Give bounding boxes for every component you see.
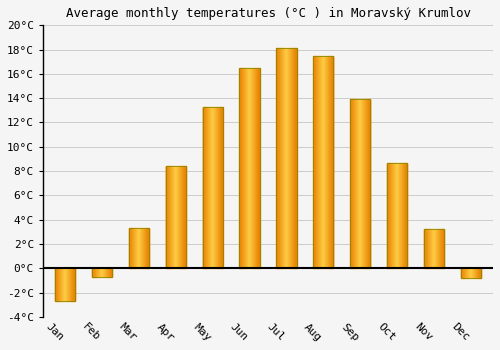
Bar bbox=[202, 107, 223, 268]
Bar bbox=[92, 268, 112, 277]
Bar bbox=[350, 99, 370, 268]
Bar bbox=[240, 68, 260, 268]
Bar bbox=[55, 268, 76, 301]
Bar bbox=[461, 268, 481, 278]
Bar bbox=[166, 166, 186, 268]
Bar bbox=[387, 162, 407, 268]
Bar bbox=[313, 56, 334, 268]
Bar bbox=[276, 48, 296, 268]
Bar bbox=[424, 229, 444, 268]
Bar bbox=[128, 228, 149, 268]
Title: Average monthly temperatures (°C ) in Moravský Krumlov: Average monthly temperatures (°C ) in Mo… bbox=[66, 7, 470, 20]
